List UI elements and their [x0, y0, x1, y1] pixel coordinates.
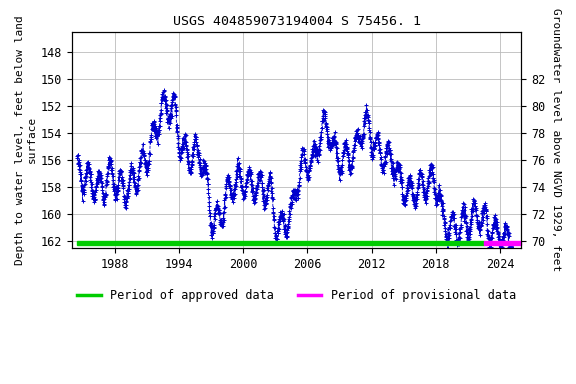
Legend: Period of approved data, Period of provisional data: Period of approved data, Period of provi…	[73, 284, 521, 307]
Bar	[484, 241, 521, 245]
Y-axis label: Groundwater level above NGVD 1929, feet: Groundwater level above NGVD 1929, feet	[551, 8, 561, 271]
Title: USGS 404859073194004 S 75456. 1: USGS 404859073194004 S 75456. 1	[173, 15, 420, 28]
Y-axis label: Depth to water level, feet below land
surface: Depth to water level, feet below land su…	[15, 15, 37, 265]
Bar	[77, 241, 484, 245]
